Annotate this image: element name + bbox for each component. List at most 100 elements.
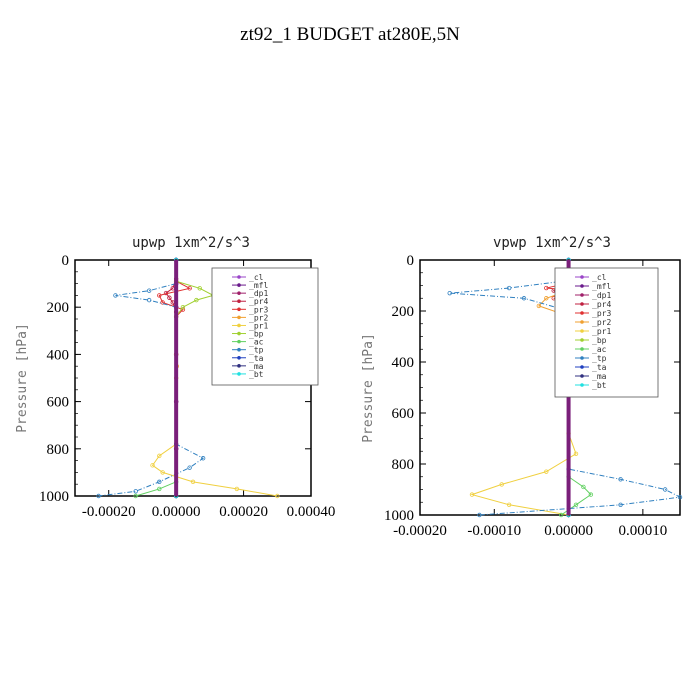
legend-marker xyxy=(237,275,241,279)
data-point-tp xyxy=(618,477,623,482)
data-point-tp xyxy=(187,465,192,470)
legend-marker xyxy=(580,347,584,351)
data-point-pr1 xyxy=(499,482,504,487)
chart-upwp: upwp 1xm^2/s^3 Pressure [hPa] 0 200 400 600… xyxy=(15,235,335,520)
y-tick-label: 0 xyxy=(407,253,415,269)
legend-label: _cl xyxy=(249,273,264,282)
data-point-pr1 xyxy=(469,492,475,497)
data-point-pr1 xyxy=(506,502,512,507)
data-point-pr3 xyxy=(157,293,162,298)
data-point-tp xyxy=(618,502,623,507)
data-point-tp xyxy=(521,296,527,301)
y-tick-label: 200 xyxy=(392,304,415,320)
chart-title-upwp: upwp 1xm^2/s^3 xyxy=(132,235,250,251)
legend-label: _pr1 xyxy=(592,327,611,336)
legend-marker xyxy=(580,329,584,333)
legend-box xyxy=(211,267,319,386)
x-tick-label: 0.00000 xyxy=(152,504,201,520)
series-line-ac xyxy=(135,481,177,497)
legend-label: _pr1 xyxy=(249,321,268,330)
legend-marker xyxy=(580,320,584,324)
legend-marker xyxy=(580,275,584,279)
data-point-tp xyxy=(662,487,668,492)
x-tick-label: -0.00010 xyxy=(467,523,521,539)
data-point-pr4 xyxy=(167,295,172,300)
data-point-pr3 xyxy=(544,285,549,291)
legend-label: _ma xyxy=(592,372,607,381)
series-line-pr1 xyxy=(151,443,278,497)
legend-marker xyxy=(237,364,241,368)
x-tick-label: 0.00040 xyxy=(287,504,336,520)
legend-marker xyxy=(580,374,584,378)
data-point-ac xyxy=(558,512,564,518)
data-point-tp xyxy=(677,494,683,500)
data-point-pr1 xyxy=(160,470,165,475)
legend-marker xyxy=(580,293,584,297)
y-tick-label: 600 xyxy=(392,406,415,422)
legend-label: _bt xyxy=(592,381,607,390)
legend-label: _pr3 xyxy=(249,305,268,314)
data-point-pr2 xyxy=(544,296,549,301)
data-point-pr3 xyxy=(160,300,165,305)
data-point-tp xyxy=(133,489,138,494)
legend-marker xyxy=(237,283,241,287)
series-line-pr1 xyxy=(470,433,577,516)
data-point-bp xyxy=(180,305,186,310)
legend-marker xyxy=(580,284,584,288)
x-tick-label: -0.00020 xyxy=(82,504,136,520)
legend-label: _ac xyxy=(592,345,607,354)
legend-label: _mfl xyxy=(592,282,611,291)
y-axis-label-upwp: Pressure [hPa] xyxy=(15,323,30,433)
legend-label: _mfl xyxy=(249,281,268,290)
data-point-tp xyxy=(113,293,118,298)
legend-label: _tp xyxy=(592,354,607,363)
legend-marker xyxy=(580,365,584,369)
legend-label: _dp1 xyxy=(592,291,611,300)
data-point-tp xyxy=(506,285,512,291)
legend-label: _tp xyxy=(249,346,264,355)
data-point-pr1 xyxy=(275,493,280,499)
y-tick-label: 400 xyxy=(392,355,415,371)
data-point-pr1 xyxy=(157,453,162,459)
data-point-ac xyxy=(133,493,138,499)
data-point-ac xyxy=(573,502,579,507)
legend-marker xyxy=(237,339,241,344)
data-point-pr1 xyxy=(573,451,579,456)
y-tick-label: 0 xyxy=(62,253,70,269)
y-axis-label-vpwp: Pressure [hPa] xyxy=(361,333,376,443)
data-point-pr1 xyxy=(544,469,549,474)
legend-box xyxy=(554,267,659,398)
data-point-ac xyxy=(581,484,586,490)
y-tick-label: 400 xyxy=(47,347,70,363)
y-tick-label: 1000 xyxy=(384,508,414,524)
legend-label: _ta xyxy=(592,363,607,372)
data-point-pr2 xyxy=(536,303,542,309)
data-point-pr1 xyxy=(234,486,240,492)
legend-marker xyxy=(237,372,241,376)
series-line-ac xyxy=(560,476,592,516)
legend-marker xyxy=(580,302,584,306)
legend-marker xyxy=(237,355,241,360)
data-point-tp xyxy=(200,456,206,461)
data-point-tp xyxy=(146,288,152,293)
legend-label: _ac xyxy=(249,338,264,347)
series-line-tp xyxy=(449,279,682,516)
data-point-bp xyxy=(197,286,202,291)
legend-marker xyxy=(237,347,241,352)
data-point-pr3 xyxy=(187,286,192,291)
chart-title-vpwp: vpwp 1xm^2/s^3 xyxy=(493,235,611,251)
y-tick-label: 200 xyxy=(47,300,70,316)
y-tick-label: 800 xyxy=(47,442,70,458)
data-point-tp xyxy=(477,512,482,518)
data-point-pr1 xyxy=(190,479,196,485)
legend-label: _bp xyxy=(592,336,607,345)
legend-marker xyxy=(580,356,584,360)
data-point-ac xyxy=(588,492,594,497)
legend-label: _bp xyxy=(249,330,264,339)
chart-vpwp: vpwp 1xm^2/s^3 Pressure [hPa] 0 200 400 600… xyxy=(361,235,683,539)
legend-label: _pr2 xyxy=(592,318,611,327)
data-point-tp xyxy=(157,479,162,485)
x-tick-label: -0.00020 xyxy=(393,523,447,539)
legend-marker xyxy=(237,323,241,328)
legend-marker xyxy=(237,331,241,336)
